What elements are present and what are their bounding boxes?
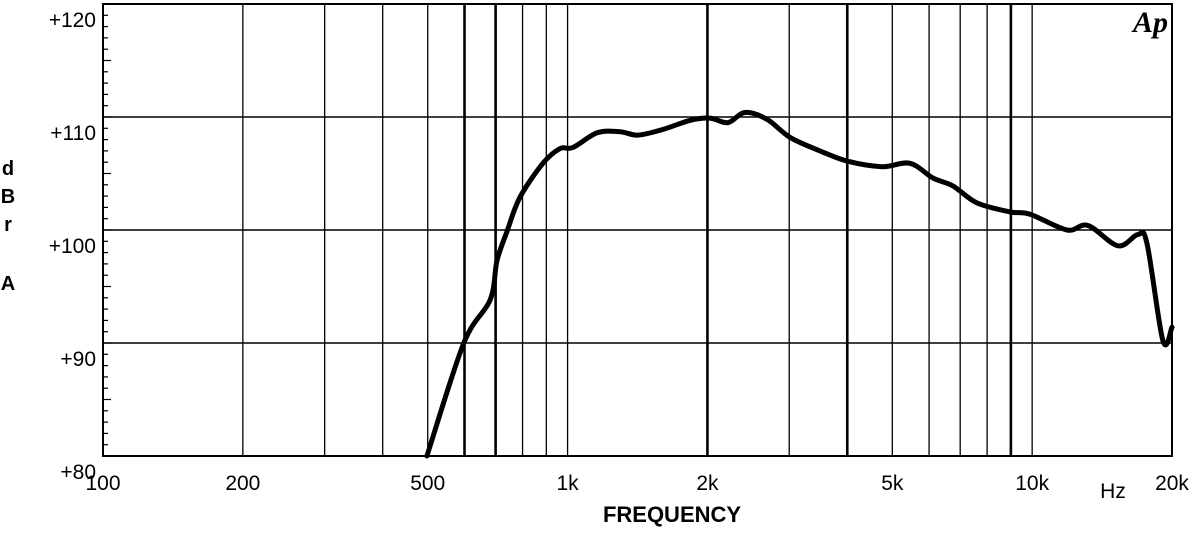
y-tick-label: +90 — [60, 348, 96, 371]
y-tick-labels: +120 +110 +100 +90 +80 — [49, 9, 96, 484]
x-tick-label: 1k — [556, 472, 579, 495]
y-tick-label: +80 — [60, 461, 96, 484]
y-tick-label: +110 — [50, 122, 96, 145]
plot-frame — [102, 3, 1173, 457]
y-axis-title-letter: A — [1, 273, 15, 295]
x-tick-label: 500 — [410, 472, 445, 495]
y-tick-label: +120 — [49, 9, 96, 32]
x-axis-unit: Hz — [1100, 480, 1126, 503]
x-tick-label: 2k — [696, 472, 719, 495]
y-axis-title: dBr A — [1, 158, 15, 295]
x-tick-label: 200 — [225, 472, 260, 495]
x-axis-title: FREQUENCY — [603, 502, 741, 527]
y-minor-ticks — [103, 3, 113, 457]
ap-logo: Ap — [1131, 6, 1168, 39]
x-tick-labels: 100 200 500 1k 2k 5k 10k 20k — [85, 472, 1189, 495]
y-tick-label: +100 — [49, 235, 96, 258]
x-tick-label: 100 — [85, 472, 120, 495]
series-line-response — [424, 109, 1175, 459]
x-tick-label: 5k — [881, 472, 904, 495]
x-tick-label: 10k — [1015, 472, 1049, 495]
grid — [103, 3, 1172, 457]
y-axis-title-letter: r — [4, 214, 12, 236]
y-axis-title-letter: d — [2, 158, 14, 180]
y-axis-title-letter: B — [1, 186, 15, 208]
x-tick-label: 20k — [1155, 472, 1189, 495]
